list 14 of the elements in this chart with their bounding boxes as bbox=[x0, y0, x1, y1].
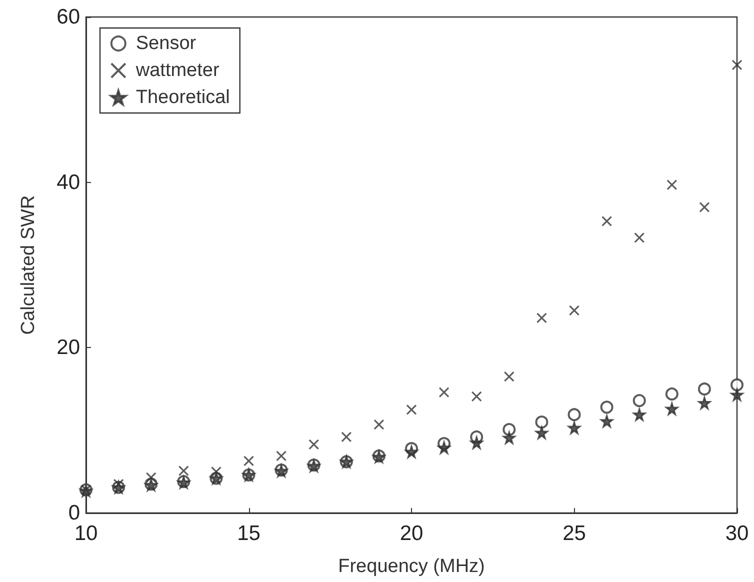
x-tick-label: 25 bbox=[562, 522, 586, 545]
legend-label: Sensor bbox=[136, 33, 197, 54]
x-tick-label: 20 bbox=[400, 522, 424, 545]
y-tick-label: 40 bbox=[56, 170, 80, 194]
x-tick-label: 15 bbox=[237, 522, 260, 545]
y-tick-label: 20 bbox=[56, 336, 80, 360]
y-tick-label: 60 bbox=[56, 6, 80, 28]
legend-label: wattmeter bbox=[134, 60, 220, 81]
y-tick-label: 0 bbox=[68, 502, 80, 524]
x-axis-title: Frequency (MHz) bbox=[338, 556, 485, 577]
x-tick-label: 10 bbox=[74, 522, 98, 545]
legend-label: Theoretical bbox=[136, 87, 230, 108]
x-tick-label: 30 bbox=[725, 522, 749, 545]
y-axis-title: Calculated SWR bbox=[18, 195, 39, 335]
